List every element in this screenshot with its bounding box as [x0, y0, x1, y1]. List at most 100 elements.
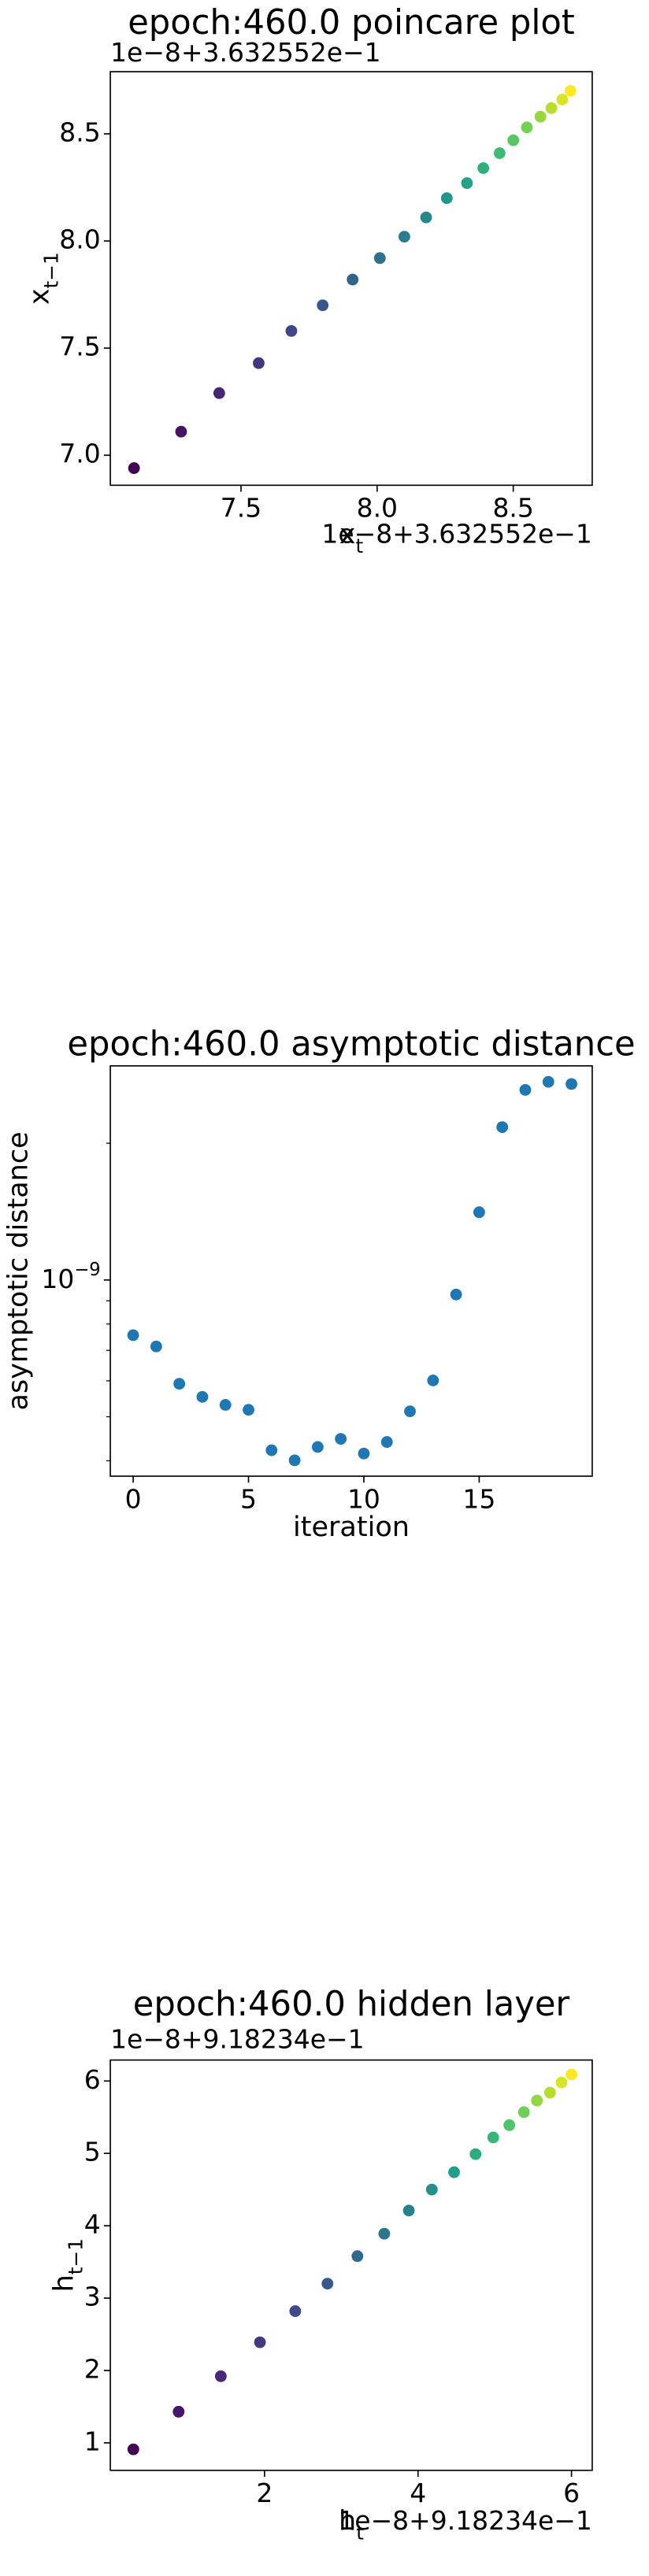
point [254, 2336, 266, 2348]
point [555, 2076, 568, 2089]
point [534, 110, 547, 123]
x-tick-label: 7.5 [221, 493, 261, 524]
y-tick-label: 7.5 [59, 331, 100, 362]
y-tick-label: 7.0 [59, 439, 100, 469]
point [519, 1084, 532, 1096]
point [311, 1441, 324, 1453]
y-tick-label: 3 [84, 2282, 101, 2312]
x-axis-label: xt [339, 518, 364, 557]
x-tick-label: 15 [462, 1483, 495, 1514]
point [507, 134, 520, 146]
x-tick-label: 6 [563, 2478, 580, 2508]
y-tick-label: 5 [84, 2137, 101, 2167]
y-tick-label: 8.5 [59, 117, 100, 147]
x-axis-label: ht [339, 2505, 364, 2545]
point [517, 2106, 530, 2119]
chart-title: epoch:460.0 asymptotic distance [67, 1025, 635, 1064]
y-offset-text: 1e−8+3.632552e−1 [110, 37, 381, 68]
x-tick-label: 5 [240, 1483, 257, 1514]
y-axis-label: xt−1 [24, 252, 62, 305]
point [448, 2166, 460, 2178]
y-tick-base: 10 [41, 1263, 74, 1294]
point [450, 1288, 462, 1301]
x-axis-label-text: h [339, 2505, 356, 2537]
point [196, 1390, 209, 1403]
x-offset-text: 1e−8+3.632552e−1 [321, 519, 592, 550]
point [521, 121, 533, 134]
point [503, 2119, 516, 2131]
point [347, 273, 359, 286]
y-tick-label: 10−9 [41, 1259, 100, 1294]
point [358, 1447, 370, 1460]
x-tick-label: 2 [256, 2478, 273, 2508]
point [469, 2148, 482, 2160]
x-offset-text: 1e−8+9.18234e−1 [338, 2505, 592, 2536]
point [243, 1404, 254, 1416]
point [496, 1121, 509, 1134]
point [285, 324, 298, 337]
point [487, 2131, 499, 2144]
x-tick-label: 0 [125, 1483, 142, 1514]
chart: epoch:460.0 poincare plot 7.5 8.0 8.5 7.0 7.5… [24, 3, 593, 557]
y-axis-label-sub: t−1 [39, 252, 62, 288]
point [253, 357, 265, 369]
point [425, 2183, 438, 2196]
point [531, 2094, 543, 2107]
plot-frame [109, 1065, 593, 1477]
point [127, 2443, 139, 2456]
x-axis-label: iteration [293, 1511, 410, 1543]
point [127, 1329, 139, 1342]
point [493, 147, 506, 159]
chart-title: epoch:460.0 poincare plot [128, 3, 575, 43]
point [477, 162, 490, 174]
point [543, 2086, 556, 2099]
chart-title: epoch:460.0 hidden layer [133, 1985, 570, 2024]
point [473, 1206, 485, 1219]
point [288, 1454, 301, 1467]
point [398, 231, 410, 243]
y-axis-label-sub: t−1 [64, 2238, 87, 2274]
point [404, 1405, 416, 1418]
y-offset-text: 1e−8+9.18234e−1 [110, 2023, 365, 2054]
point [380, 1436, 393, 1449]
point [219, 1399, 232, 1411]
y-tick-label: 6 [84, 2064, 101, 2095]
x-axis-label-text: x [339, 518, 356, 550]
x-axis-label-sub: t [356, 535, 364, 557]
y-tick-label: 8.0 [59, 224, 100, 255]
point [545, 102, 558, 114]
point [214, 2370, 227, 2382]
point [128, 462, 140, 475]
y-tick-exponent: −9 [74, 1259, 100, 1279]
x-axis-label-text: iteration [293, 1511, 410, 1543]
point [420, 211, 432, 224]
point [556, 94, 569, 105]
y-axis-label: asymptotic distance [2, 1131, 35, 1410]
point [373, 252, 386, 265]
point [566, 1078, 577, 1090]
y-axis-label-text: x [24, 288, 56, 305]
x-tick-label: 10 [347, 1483, 380, 1514]
point [150, 1340, 162, 1353]
y-axis-label-text: asymptotic distance [2, 1131, 35, 1410]
point [173, 1378, 186, 1390]
point [317, 299, 329, 312]
x-axis-label-sub: t [356, 2521, 364, 2544]
point [351, 2250, 364, 2263]
y-axis-label: ht−1 [47, 2238, 87, 2292]
point [213, 387, 225, 399]
y-axis-label-text: h [47, 2274, 80, 2292]
point [321, 2278, 334, 2290]
point [566, 2068, 578, 2081]
plot-frame [109, 71, 593, 487]
point [378, 2227, 391, 2240]
point [402, 2204, 415, 2217]
point [265, 1444, 278, 1456]
x-tick-label: 8.0 [357, 493, 398, 524]
point [427, 1375, 439, 1386]
x-tick-label: 4 [410, 2478, 426, 2508]
x-tick-label: 8.5 [492, 493, 533, 524]
